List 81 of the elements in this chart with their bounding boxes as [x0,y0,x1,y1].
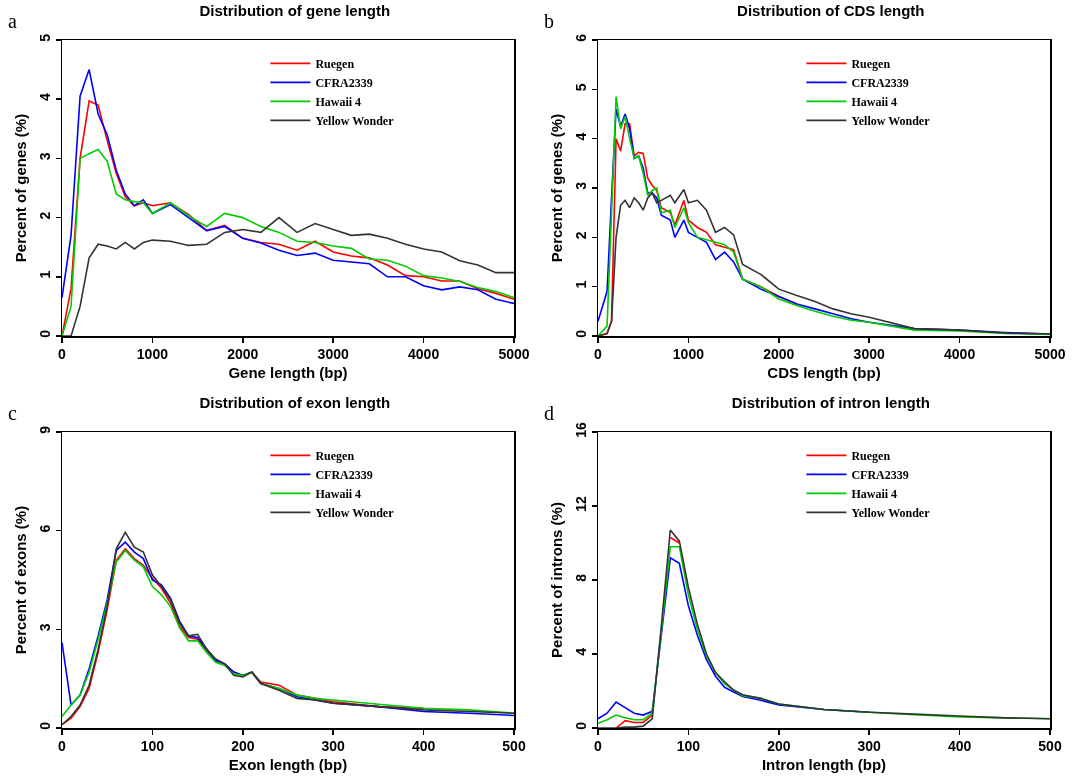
y-axis-title: Percent of genes (%) [12,113,30,263]
x-tick-label: 300 [321,738,346,755]
y-tick-label: 9 [36,425,53,434]
y-tick-label: 2 [572,231,589,240]
chart-title: Distribution of CDS length [737,2,925,20]
y-tick-label: 4 [572,132,589,141]
y-tick-label: 6 [572,33,589,42]
x-tick-label: 2000 [763,346,795,363]
x-axis-title: Exon length (bp) [228,756,348,774]
x-tick-label: 500 [502,738,526,755]
x-tick-label: 2000 [227,346,259,363]
legend-label: CFRA2339 [315,468,373,483]
legend-label: Ruegen [851,449,891,464]
legend-label: CFRA2339 [851,76,909,91]
y-tick-label: 12 [572,495,589,512]
x-tick-label: 0 [58,738,67,755]
chart-title: Distribution of gene length [199,2,391,20]
x-tick-label: 400 [947,738,972,755]
y-tick-label: 1 [36,270,53,279]
legend-label: Ruegen [851,57,891,72]
x-tick-label: 100 [140,738,165,755]
x-tick-label: 4000 [944,346,976,363]
legend-label: Hawaii 4 [851,95,898,110]
x-tick-label: 1000 [136,346,169,363]
y-tick-label: 3 [36,623,53,632]
legend-label: Yellow Wonder [851,114,931,129]
text: b [544,10,554,32]
x-tick-label: 0 [594,738,603,755]
line-series [62,148,514,336]
x-tick-label: 3000 [317,346,349,363]
y-axis-title: Percent of introns (%) [548,502,566,658]
text: d [544,402,554,424]
y-axis-title: Percent of genes (%) [548,113,566,263]
y-tick-label: 0 [572,721,589,730]
y-tick-label: 0 [572,329,589,338]
x-tick-label: 3000 [853,346,885,363]
y-tick-label: 6 [36,524,53,533]
x-tick-label: 5000 [498,346,530,363]
y-tick-label: 3 [572,181,589,190]
text: c [8,402,17,424]
legend-label: Yellow Wonder [315,506,395,521]
x-tick-label: 0 [58,346,67,363]
y-tick-label: 5 [572,83,589,92]
legend-label: CFRA2339 [851,468,909,483]
y-tick-label: 0 [36,329,53,338]
x-tick-label: 1000 [672,346,705,363]
legend-label: Ruegen [315,449,355,464]
x-tick-label: 100 [676,738,701,755]
x-tick-label: 4000 [408,346,440,363]
x-axis-title: Intron length (bp) [761,756,887,774]
text: a [8,10,17,32]
legend-label: Ruegen [315,57,355,72]
legend-label: Hawaii 4 [851,487,898,502]
chart-title: Distribution of exon length [199,394,391,412]
x-tick-label: 500 [1038,738,1062,755]
x-axis-title: Gene length (bp) [228,364,348,382]
y-tick-label: 8 [572,573,589,582]
x-tick-label: 200 [231,738,255,755]
y-tick-label: 4 [572,647,589,656]
y-tick-label: 3 [36,152,53,161]
legend-label: Hawaii 4 [315,487,362,502]
x-tick-label: 0 [594,346,603,363]
line-series [62,216,514,336]
y-tick-label: 2 [36,211,53,220]
legend-label: CFRA2339 [315,76,373,91]
legend-label: Hawaii 4 [315,95,362,110]
y-tick-label: 1 [572,280,589,289]
y-tick-label: 0 [36,721,53,730]
x-tick-label: 200 [767,738,791,755]
y-tick-label: 5 [36,33,53,42]
x-tick-label: 5000 [1034,346,1066,363]
line-series [598,188,1050,336]
x-tick-label: 400 [411,738,436,755]
chart-title: Distribution of intron length [731,394,930,412]
legend-label: Yellow Wonder [315,114,395,129]
legend-label: Yellow Wonder [851,506,931,521]
y-axis-title: Percent of exons (%) [12,505,30,655]
y-tick-label: 4 [36,93,53,101]
x-axis-title: CDS length (bp) [767,364,881,382]
x-tick-label: 300 [857,738,882,755]
y-tick-label: 16 [572,421,589,438]
